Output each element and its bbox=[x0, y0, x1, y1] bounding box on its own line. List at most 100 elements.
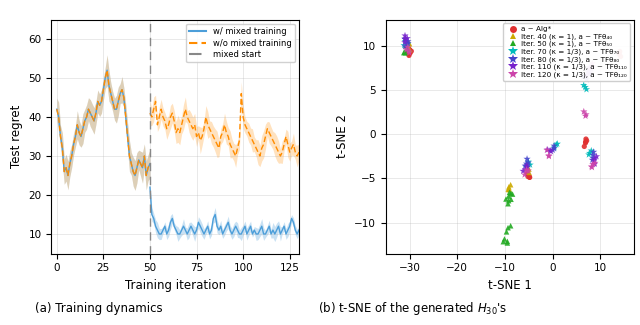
Point bbox=[504, 193, 514, 199]
Point bbox=[506, 191, 516, 196]
Point bbox=[579, 109, 589, 114]
Point bbox=[585, 66, 595, 71]
Point bbox=[549, 143, 559, 149]
Point bbox=[503, 187, 513, 192]
Point bbox=[583, 69, 593, 74]
X-axis label: t-SNE 1: t-SNE 1 bbox=[488, 279, 532, 292]
Point bbox=[522, 168, 532, 174]
Point bbox=[588, 156, 598, 161]
Point bbox=[591, 154, 602, 159]
Point bbox=[518, 168, 528, 174]
Point bbox=[580, 84, 590, 90]
Point bbox=[585, 65, 595, 70]
Point bbox=[403, 47, 413, 52]
Point bbox=[543, 147, 553, 152]
Point bbox=[523, 159, 533, 164]
Point bbox=[404, 41, 415, 46]
X-axis label: Training iteration: Training iteration bbox=[125, 279, 226, 292]
Point bbox=[525, 175, 535, 180]
Point bbox=[399, 49, 410, 55]
Point bbox=[589, 158, 599, 163]
Text: (a) Training dynamics: (a) Training dynamics bbox=[35, 302, 163, 315]
Point bbox=[544, 154, 554, 159]
Point bbox=[403, 41, 413, 46]
Point bbox=[524, 166, 534, 172]
Point bbox=[520, 163, 531, 168]
Point bbox=[498, 239, 508, 244]
Point bbox=[584, 70, 595, 75]
Point bbox=[579, 73, 589, 79]
Point bbox=[587, 61, 597, 66]
Point bbox=[504, 190, 515, 195]
Point bbox=[501, 229, 511, 234]
Point bbox=[399, 43, 409, 48]
Point bbox=[587, 165, 597, 170]
Point bbox=[400, 50, 410, 55]
Point bbox=[508, 191, 518, 197]
Point bbox=[520, 167, 531, 172]
Point bbox=[401, 47, 412, 52]
Point bbox=[524, 170, 534, 175]
Point bbox=[522, 171, 532, 176]
Point bbox=[400, 37, 410, 42]
Point bbox=[580, 140, 591, 146]
Point bbox=[581, 112, 591, 117]
Point bbox=[405, 50, 415, 56]
Point bbox=[546, 149, 556, 154]
Point bbox=[499, 236, 509, 241]
Y-axis label: Test regret: Test regret bbox=[10, 105, 23, 168]
Point bbox=[549, 146, 559, 151]
Point bbox=[581, 87, 591, 92]
Point bbox=[586, 164, 596, 169]
Point bbox=[404, 52, 414, 57]
Point bbox=[403, 43, 413, 48]
Point bbox=[586, 66, 596, 71]
Point bbox=[589, 156, 600, 161]
Point bbox=[582, 138, 592, 143]
Point bbox=[524, 174, 534, 179]
Point bbox=[404, 41, 414, 46]
Point bbox=[523, 160, 533, 165]
Point bbox=[404, 53, 414, 58]
Point bbox=[584, 65, 595, 71]
Point bbox=[502, 239, 513, 244]
Point bbox=[506, 197, 516, 202]
Point bbox=[584, 150, 595, 156]
Point bbox=[551, 142, 561, 147]
Point bbox=[589, 150, 599, 155]
Point bbox=[506, 182, 516, 187]
Point bbox=[588, 162, 598, 167]
Point bbox=[583, 71, 593, 76]
Point bbox=[580, 113, 591, 119]
Point bbox=[549, 145, 559, 150]
Point bbox=[552, 141, 563, 147]
Point bbox=[580, 139, 591, 144]
Point bbox=[504, 187, 514, 192]
Point bbox=[584, 152, 594, 157]
Point bbox=[402, 39, 412, 44]
Point bbox=[399, 50, 409, 55]
Point bbox=[506, 223, 516, 228]
Legend: w/ mixed training, w/o mixed training, mixed start: w/ mixed training, w/o mixed training, m… bbox=[186, 24, 295, 62]
Point bbox=[502, 240, 513, 246]
Point bbox=[504, 198, 514, 203]
Point bbox=[545, 148, 555, 153]
Point bbox=[404, 47, 415, 52]
Point bbox=[588, 157, 598, 162]
Point bbox=[584, 72, 594, 77]
Point bbox=[503, 201, 513, 206]
Point bbox=[403, 46, 413, 52]
Point bbox=[400, 40, 410, 45]
Point bbox=[581, 136, 591, 142]
Point bbox=[400, 39, 410, 44]
Point bbox=[588, 152, 598, 158]
Point bbox=[548, 147, 558, 152]
Point bbox=[403, 50, 413, 55]
Point bbox=[579, 83, 589, 88]
Point bbox=[402, 36, 412, 41]
Point bbox=[589, 162, 600, 167]
Point bbox=[400, 44, 410, 49]
Point bbox=[400, 36, 410, 41]
Point bbox=[521, 164, 531, 170]
Point bbox=[522, 163, 532, 169]
